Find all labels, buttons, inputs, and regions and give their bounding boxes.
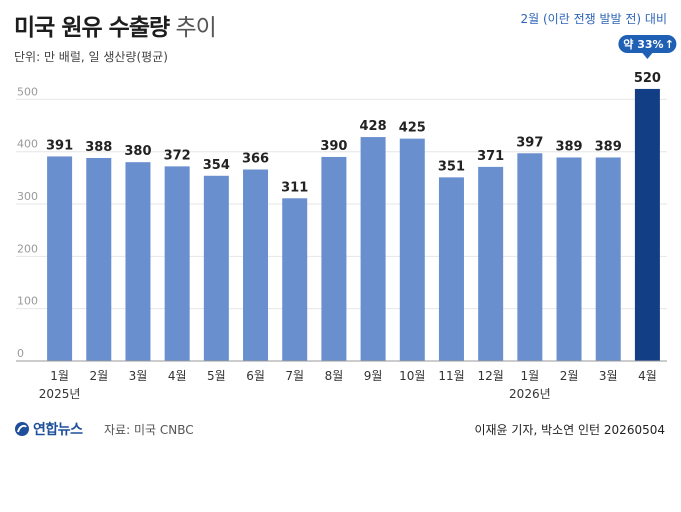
x-tick-label: 12월 xyxy=(478,369,504,383)
change-callout xyxy=(618,35,677,53)
data-label: 391 xyxy=(46,138,73,153)
data-label: 520 xyxy=(634,71,661,86)
x-tick-label: 8월 xyxy=(325,369,344,383)
x-tick-label: 6월 xyxy=(246,369,265,383)
y-tick-label: 200 xyxy=(17,242,38,255)
bar xyxy=(517,153,543,361)
y-tick-label: 400 xyxy=(17,138,38,151)
bar xyxy=(438,177,464,361)
bar xyxy=(86,157,112,361)
data-label: 354 xyxy=(203,158,230,173)
unit-label: 단위: 만 배럴, 일 생산량(평균) xyxy=(14,50,168,64)
y-tick-label: 0 xyxy=(17,347,24,360)
x-tick-label: 9월 xyxy=(364,369,383,383)
data-label: 390 xyxy=(320,139,347,154)
data-label: 351 xyxy=(438,159,465,174)
bar xyxy=(634,88,660,361)
x-tick-label: 1월 xyxy=(50,369,69,383)
source-label: 자료: 미국 CNBC xyxy=(104,423,194,437)
data-label: 397 xyxy=(516,135,543,150)
chart-title-suffix: 추이 xyxy=(175,15,216,41)
x-tick-label: 11월 xyxy=(438,369,464,383)
bar xyxy=(321,156,347,361)
x-tick-label: 3월 xyxy=(129,369,148,383)
credit-label: 이재윤 기자, 박소연 인턴 20260504 xyxy=(474,423,665,437)
x-tick-label: 3월 xyxy=(599,369,618,383)
bar-chart: 0 100 200 300 400 500 391 1월 388 2월 380 3월 372 4월 354 5… xyxy=(16,35,677,401)
y-tick-label: 500 xyxy=(17,85,38,98)
chart-title: 미국 원유 수출량 추이 xyxy=(14,8,217,42)
up-arrow-icon: ↑ xyxy=(665,38,674,51)
bar xyxy=(125,162,151,361)
bar xyxy=(360,137,386,361)
data-label: 311 xyxy=(281,180,308,195)
callout-pointer xyxy=(642,53,653,59)
comparison-note: 2월 (이란 전쟁 발발 전) 대비 xyxy=(520,12,667,26)
bar xyxy=(203,175,229,361)
year-label: 2025년 xyxy=(39,387,81,401)
chart-title-main: 미국 원유 수출량 xyxy=(14,15,170,41)
bar xyxy=(595,157,621,361)
y-tick-label: 100 xyxy=(17,295,38,308)
y-tick-label: 300 xyxy=(17,190,38,203)
bar xyxy=(282,198,308,361)
bar xyxy=(399,138,425,361)
x-tick-label: 10월 xyxy=(399,369,425,383)
logo-text: 연합뉴스 xyxy=(33,422,83,438)
data-label: 366 xyxy=(242,152,269,167)
callout-text: 약 33% xyxy=(623,37,663,51)
x-tick-label: 2월 xyxy=(560,369,579,383)
year-label: 2026년 xyxy=(509,387,551,401)
bar xyxy=(243,169,269,361)
x-tick-label: 2월 xyxy=(89,369,108,383)
bar xyxy=(47,156,73,361)
data-label: 372 xyxy=(164,148,191,163)
x-tick-label: 7월 xyxy=(285,369,304,383)
yonhap-logo-icon xyxy=(15,422,29,436)
footer: 연합뉴스 자료: 미국 CNBC 이재윤 기자, 박소연 인턴 20260504 xyxy=(0,415,681,445)
data-label: 428 xyxy=(360,119,387,134)
x-tick-label: 1월 xyxy=(521,369,540,383)
data-label: 388 xyxy=(85,140,112,155)
data-label: 380 xyxy=(124,144,151,159)
bar xyxy=(478,166,504,361)
data-label: 425 xyxy=(399,121,426,136)
data-label: 389 xyxy=(595,139,622,154)
x-tick-label: 4월 xyxy=(638,369,657,383)
x-tick-label: 4월 xyxy=(168,369,187,383)
yonhap-logo: 연합뉴스 xyxy=(14,419,83,439)
bar xyxy=(556,157,582,361)
data-label: 389 xyxy=(555,139,582,154)
bar xyxy=(164,166,190,361)
data-label: 371 xyxy=(477,149,504,164)
x-tick-label: 5월 xyxy=(207,369,226,383)
